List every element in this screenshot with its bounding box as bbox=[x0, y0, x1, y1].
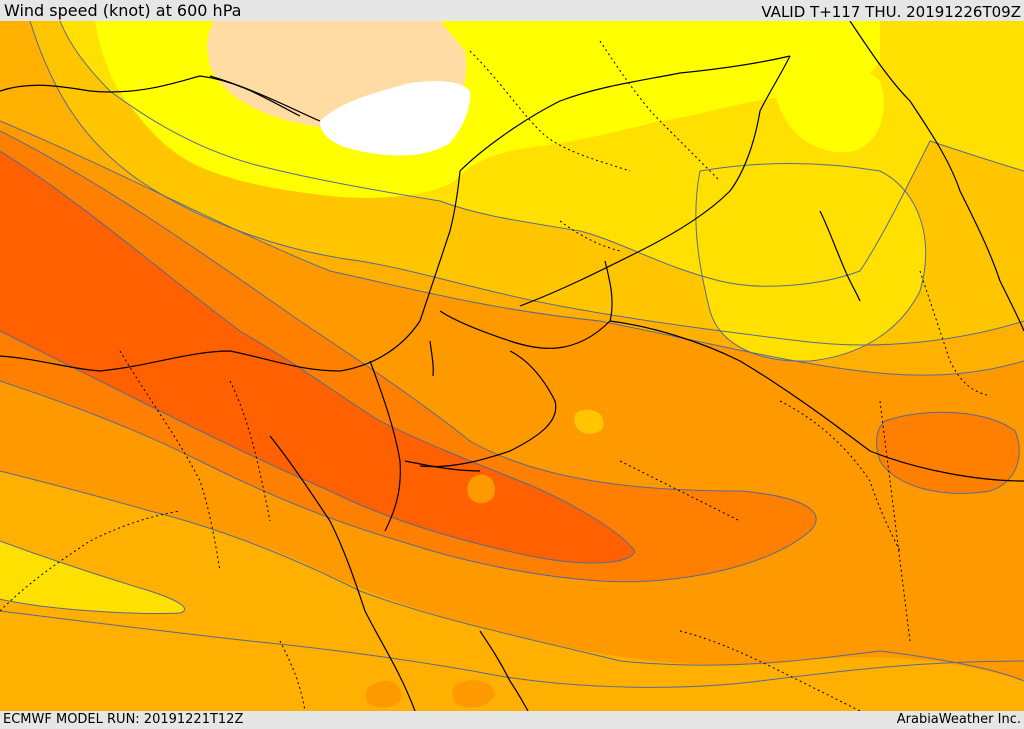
small-patch-b bbox=[574, 409, 604, 434]
wind-speed-map-svg bbox=[0, 21, 1024, 711]
small-patch-d bbox=[452, 680, 495, 708]
contour-lines bbox=[0, 21, 1024, 688]
wind-bands bbox=[0, 21, 1024, 711]
lemon-patch-iran bbox=[774, 59, 884, 153]
weather-map bbox=[0, 21, 1024, 711]
calm-white-patch bbox=[320, 81, 471, 156]
orange-patch-east bbox=[876, 412, 1020, 494]
yellow-region-east bbox=[695, 163, 926, 362]
credit: ArabiaWeather Inc. bbox=[896, 712, 1021, 727]
small-patch-c bbox=[365, 680, 402, 708]
admin-boundaries bbox=[0, 40, 991, 711]
borders bbox=[0, 21, 1024, 711]
footer-bar: ECMWF MODEL RUN: 20191221T12Z ArabiaWeat… bbox=[0, 711, 1024, 729]
header-bar: Wind speed (knot) at 600 hPa VALID T+117… bbox=[0, 0, 1024, 21]
small-patch-a bbox=[467, 474, 495, 504]
deep-orange-core bbox=[0, 151, 635, 563]
valid-time: VALID T+117 THU. 20191226T09Z bbox=[761, 3, 1021, 21]
yellow-patch-southwest bbox=[0, 541, 185, 614]
model-run: ECMWF MODEL RUN: 20191221T12Z bbox=[3, 712, 244, 727]
map-title: Wind speed (knot) at 600 hPa bbox=[4, 1, 242, 20]
